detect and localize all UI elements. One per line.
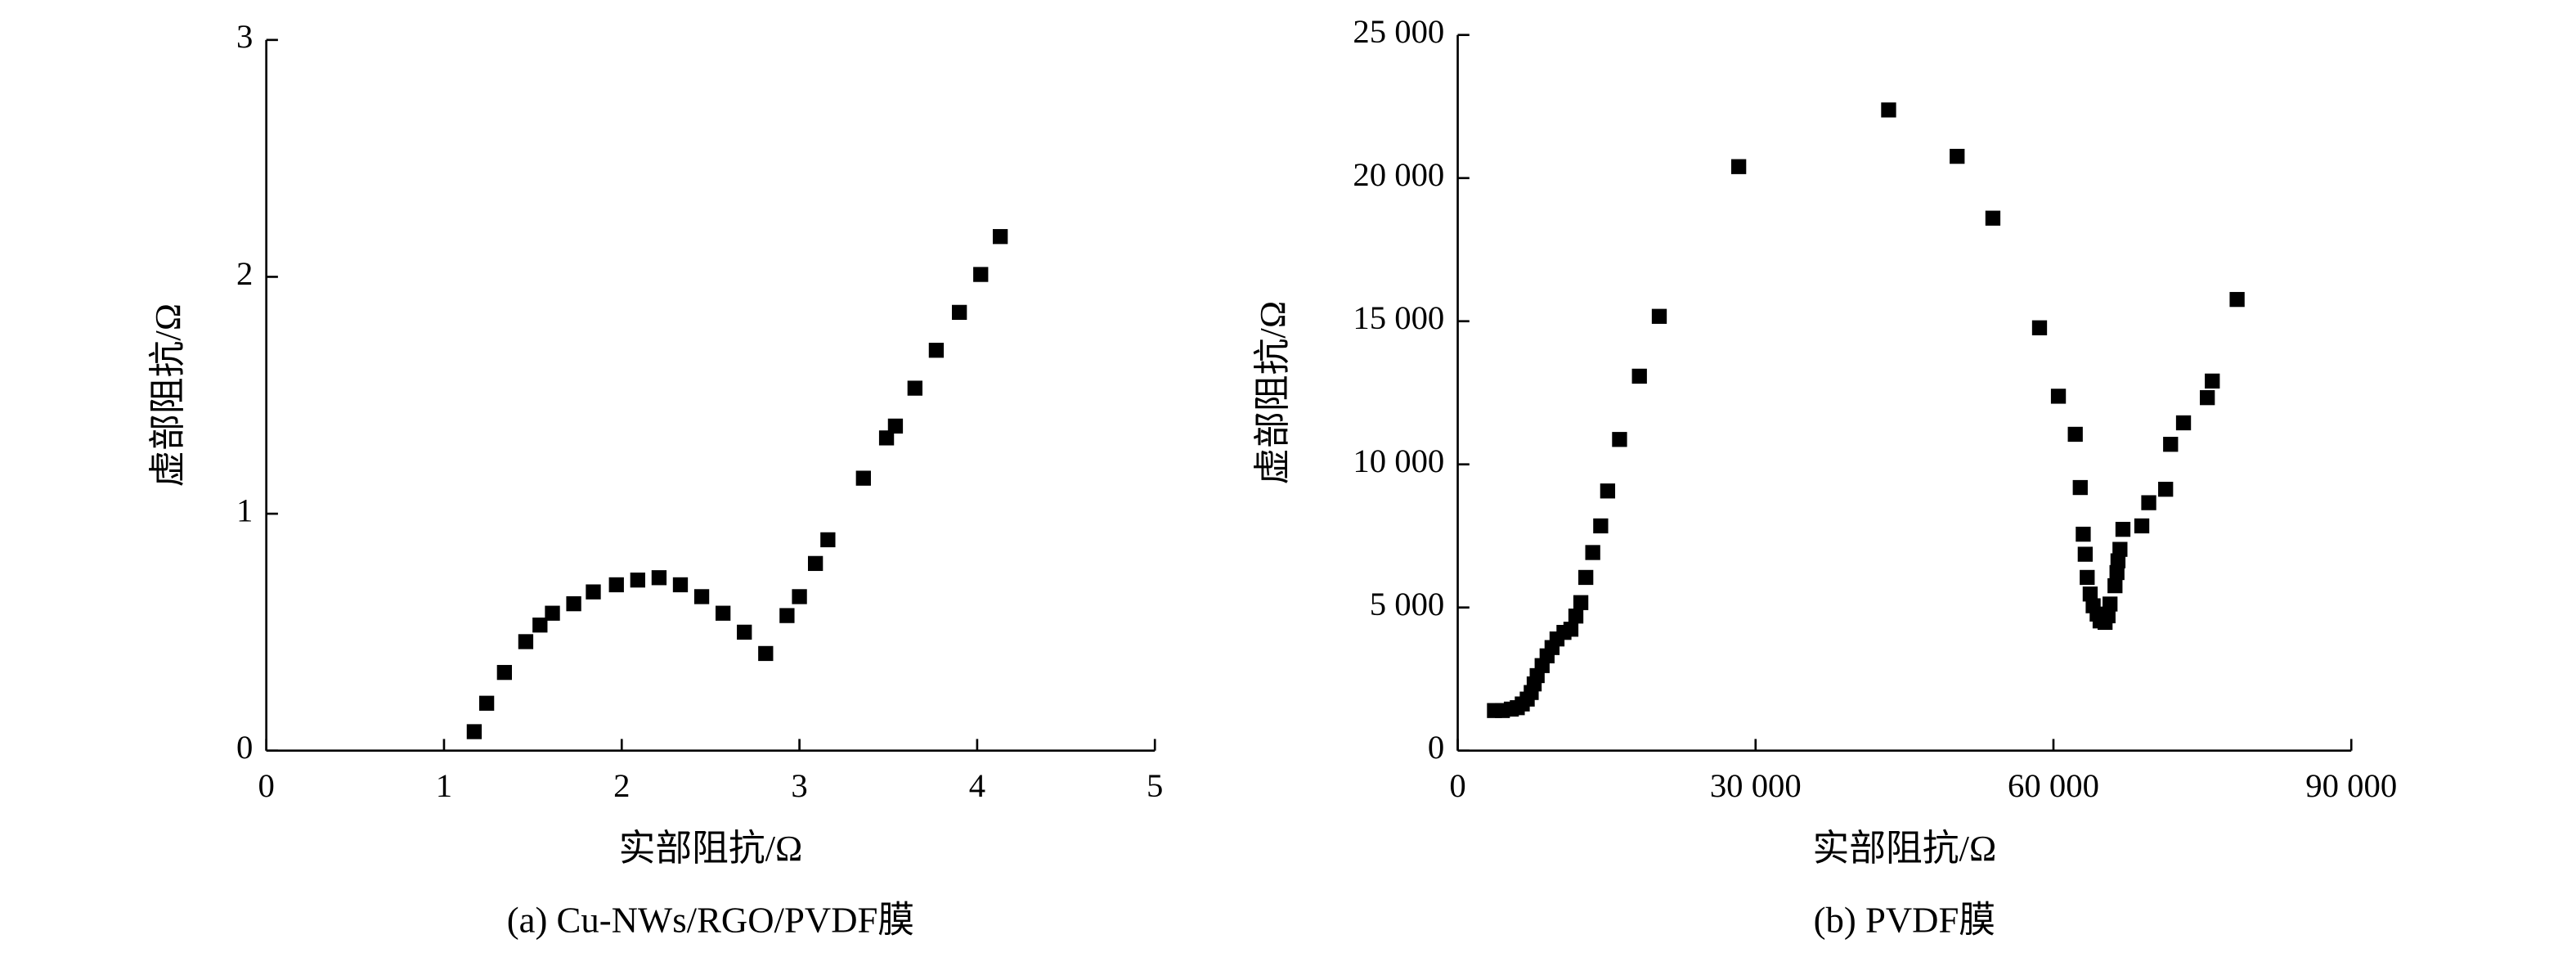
marker: [855, 470, 871, 486]
marker: [1881, 102, 1896, 118]
x-tick-label: 4: [969, 767, 985, 804]
marker: [878, 430, 895, 446]
marker: [2205, 373, 2220, 389]
marker: [651, 570, 667, 586]
marker: [820, 532, 836, 548]
marker: [1985, 210, 2001, 226]
marker: [2072, 479, 2088, 496]
marker: [466, 724, 482, 739]
y-tick-label: 10 000: [1353, 443, 1444, 479]
marker: [1730, 159, 1747, 174]
marker: [1573, 595, 1589, 610]
y-tick-label: 0: [1428, 729, 1444, 766]
marker: [1600, 483, 1616, 499]
marker: [2107, 577, 2123, 594]
marker: [2112, 541, 2128, 557]
marker: [737, 624, 752, 640]
y-tick-label: 1: [236, 492, 253, 528]
marker: [1578, 569, 1594, 586]
marker: [2103, 596, 2118, 612]
marker: [2110, 553, 2126, 568]
marker: [952, 304, 967, 321]
marker: [792, 589, 807, 604]
x-tick-label: 90 000: [2305, 767, 2397, 804]
y-tick-label: 5 000: [1370, 586, 1445, 622]
y-tick-label: 25 000: [1353, 13, 1444, 50]
x-tick-label: 30 000: [1710, 767, 1802, 804]
x-tick-label: 0: [1449, 767, 1465, 804]
marker: [807, 555, 824, 572]
marker: [2229, 291, 2245, 308]
marker: [545, 605, 560, 621]
x-axis-label: 实部阻抗/Ω: [1813, 828, 1997, 869]
marker: [2175, 415, 2192, 431]
marker: [887, 418, 904, 434]
marker: [928, 343, 945, 358]
marker: [518, 634, 534, 649]
x-tick-label: 60 000: [2008, 767, 2099, 804]
marker: [2115, 521, 2131, 537]
marker: [496, 664, 513, 681]
marker: [907, 380, 922, 396]
marker: [672, 577, 689, 593]
x-tick-label: 1: [436, 767, 452, 804]
marker: [2031, 320, 2048, 335]
y-axis-label: 虚部阻抗/Ω: [147, 303, 188, 487]
marker: [2100, 608, 2116, 624]
marker: [478, 695, 495, 711]
x-tick-label: 0: [258, 767, 274, 804]
marker: [1612, 432, 1627, 447]
y-axis-label: 虚部阻抗/Ω: [1252, 301, 1293, 485]
y-tick-label: 2: [236, 255, 253, 292]
x-tick-label: 5: [1147, 767, 1163, 804]
marker: [2163, 437, 2179, 452]
x-axis-label: 实部阻抗/Ω: [619, 828, 803, 869]
marker: [1593, 518, 1609, 534]
marker: [1585, 545, 1600, 560]
y-tick-label: 15 000: [1353, 299, 1444, 336]
marker: [693, 589, 710, 604]
marker: [2080, 569, 2095, 586]
marker: [1950, 148, 1965, 164]
marker: [630, 573, 645, 588]
y-tick-label: 3: [236, 18, 253, 55]
marker: [2200, 390, 2215, 406]
marker: [586, 584, 601, 600]
marker: [715, 605, 731, 621]
marker: [973, 267, 989, 282]
marker: [1631, 368, 1647, 384]
marker: [2050, 389, 2067, 404]
marker: [1568, 609, 1584, 624]
marker: [2158, 481, 2174, 497]
marker: [2082, 586, 2098, 602]
caption: (b) PVDF膜: [1814, 900, 1996, 941]
y-tick-label: 0: [236, 729, 253, 766]
x-tick-label: 2: [613, 767, 630, 804]
marker: [1563, 622, 1579, 637]
marker: [2109, 564, 2125, 581]
marker: [608, 577, 624, 593]
marker: [1651, 308, 1667, 324]
marker: [779, 608, 795, 623]
y-tick-label: 20 000: [1353, 156, 1444, 193]
marker: [2067, 426, 2083, 443]
marker: [566, 595, 581, 612]
marker: [992, 229, 1008, 245]
marker: [2134, 518, 2150, 534]
x-tick-label: 3: [791, 767, 807, 804]
marker: [2077, 546, 2094, 562]
marker: [532, 618, 548, 633]
marker: [2076, 526, 2091, 542]
marker: [2141, 495, 2156, 510]
caption: (a) Cu-NWs/RGO/PVDF膜: [507, 900, 914, 941]
marker: [758, 645, 774, 662]
